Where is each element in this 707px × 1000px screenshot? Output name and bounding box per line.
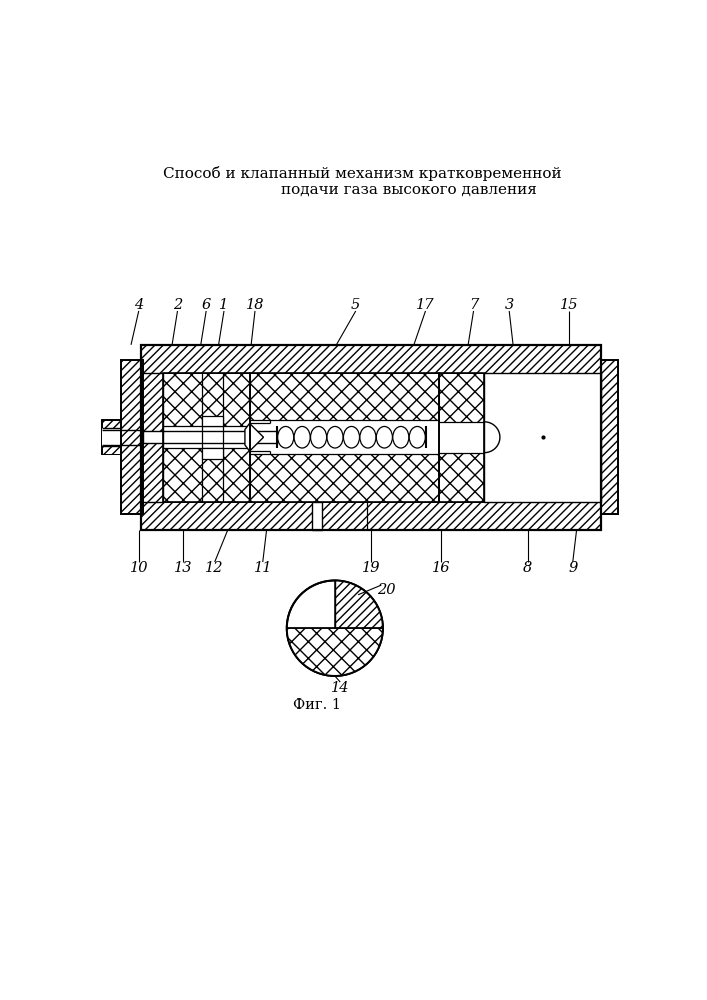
- Text: 14: 14: [331, 681, 349, 695]
- Ellipse shape: [294, 426, 310, 448]
- Bar: [602, 360, 619, 514]
- Bar: [163, 373, 250, 502]
- Bar: [440, 373, 484, 502]
- Bar: [103, 420, 121, 428]
- Text: 4: 4: [134, 298, 144, 312]
- Bar: [201, 416, 223, 426]
- Text: Фиг. 1: Фиг. 1: [293, 698, 341, 712]
- Ellipse shape: [409, 426, 426, 448]
- Text: Способ и клапанный механизм кратковременной: Способ и клапанный механизм кратковремен…: [163, 166, 562, 181]
- Text: 9: 9: [568, 561, 578, 575]
- Ellipse shape: [393, 426, 409, 448]
- Polygon shape: [287, 628, 383, 676]
- Text: 7: 7: [469, 298, 478, 312]
- Bar: [250, 423, 270, 451]
- Bar: [201, 448, 223, 459]
- Text: 5: 5: [351, 298, 361, 312]
- Bar: [163, 373, 250, 502]
- Text: 8: 8: [523, 561, 532, 575]
- Text: 19: 19: [362, 561, 380, 575]
- Text: 1: 1: [219, 298, 228, 312]
- Ellipse shape: [376, 426, 392, 448]
- Bar: [163, 426, 250, 448]
- Bar: [250, 420, 440, 454]
- Bar: [312, 502, 322, 530]
- Bar: [141, 345, 602, 373]
- Circle shape: [287, 580, 383, 676]
- Bar: [103, 420, 121, 454]
- Bar: [121, 360, 143, 514]
- Text: 20: 20: [378, 583, 396, 597]
- Bar: [440, 373, 484, 502]
- Bar: [602, 360, 619, 514]
- Bar: [250, 373, 440, 502]
- Bar: [141, 373, 163, 502]
- Bar: [141, 502, 602, 530]
- Ellipse shape: [310, 426, 327, 448]
- Polygon shape: [245, 423, 264, 451]
- Bar: [141, 373, 163, 502]
- Text: подачи газа высокого давления: подачи газа высокого давления: [281, 183, 537, 197]
- Text: 18: 18: [246, 298, 264, 312]
- Ellipse shape: [360, 426, 376, 448]
- Text: 15: 15: [560, 298, 578, 312]
- Text: 12: 12: [206, 561, 224, 575]
- Bar: [143, 431, 277, 443]
- Bar: [141, 345, 602, 530]
- Text: 3: 3: [505, 298, 514, 312]
- Ellipse shape: [327, 426, 343, 448]
- Bar: [250, 373, 440, 502]
- Bar: [103, 446, 121, 454]
- Text: 2: 2: [173, 298, 182, 312]
- Text: 6: 6: [201, 298, 211, 312]
- Text: 16: 16: [432, 561, 450, 575]
- Ellipse shape: [344, 426, 360, 448]
- Bar: [484, 373, 602, 502]
- Text: 11: 11: [254, 561, 272, 575]
- Text: 13: 13: [174, 561, 192, 575]
- Text: 10: 10: [129, 561, 148, 575]
- Bar: [440, 422, 484, 453]
- Ellipse shape: [278, 426, 293, 448]
- Text: 17: 17: [416, 298, 435, 312]
- Bar: [121, 360, 143, 514]
- Bar: [103, 428, 121, 446]
- Polygon shape: [335, 580, 383, 628]
